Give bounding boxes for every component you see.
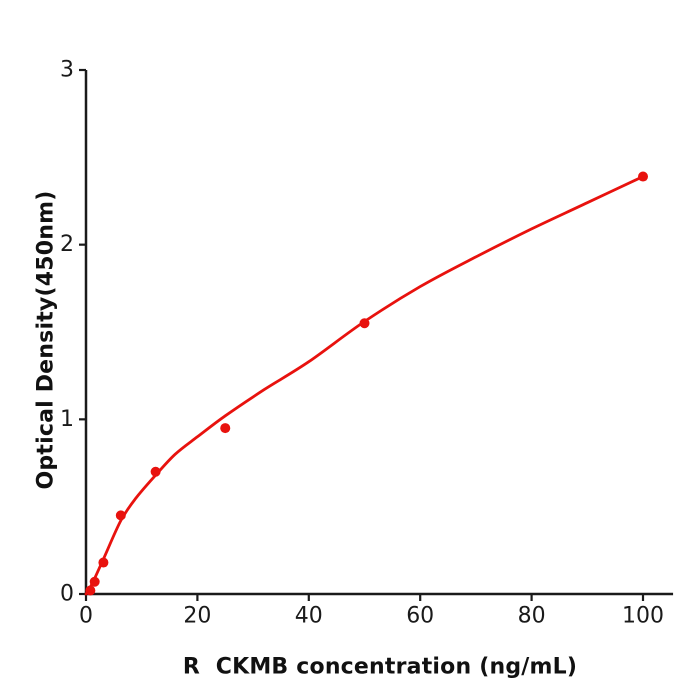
data-point — [89, 576, 100, 587]
x-tick-label: 0 — [79, 604, 93, 629]
data-point — [115, 510, 126, 521]
y-tick-label: 0 — [60, 582, 74, 607]
data-point — [150, 466, 161, 477]
x-tick-label: 40 — [295, 604, 323, 629]
data-point — [359, 318, 370, 329]
data-point — [98, 557, 109, 568]
x-tick-label: 20 — [183, 604, 211, 629]
y-tick-label: 2 — [60, 232, 74, 257]
fit-curve — [84, 175, 645, 596]
x-tick-label: 100 — [622, 604, 664, 629]
y-tick-label: 1 — [60, 407, 74, 432]
x-tick-label: 80 — [518, 604, 546, 629]
data-point — [85, 585, 96, 596]
y-axis-title: Optical Density(450nm) — [33, 190, 59, 490]
x-tick-label: 60 — [406, 604, 434, 629]
x-axis-title: R CKMB concentration (ng/mL) — [182, 654, 578, 680]
data-point — [638, 171, 648, 182]
y-tick-label: 3 — [60, 58, 74, 83]
data-point — [220, 423, 231, 434]
